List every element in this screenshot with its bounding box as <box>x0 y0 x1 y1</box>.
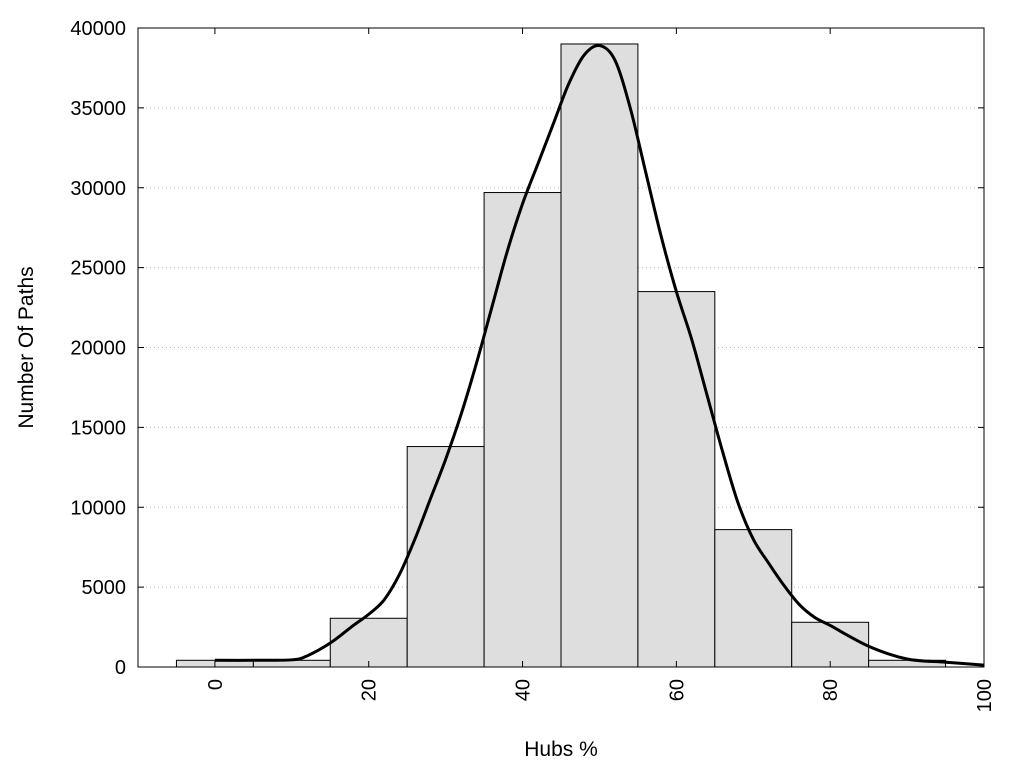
density-curve-line <box>214 43 985 667</box>
x-tick-label: 40 <box>513 679 535 701</box>
histogram-bar <box>329 617 408 668</box>
y-tick-label: 5000 <box>82 577 127 599</box>
x-axis-title: Hubs % <box>524 738 598 761</box>
y-tick-label: 0 <box>115 657 126 679</box>
histogram-bar <box>637 291 716 668</box>
density-curve <box>214 43 985 667</box>
histogram-bar <box>791 621 870 668</box>
y-tick-label: 40000 <box>70 18 126 40</box>
histogram-bar <box>714 529 793 668</box>
y-tick-label: 35000 <box>70 98 126 120</box>
x-tick-label: 0 <box>205 679 227 690</box>
y-tick-label: 25000 <box>70 258 126 280</box>
y-tick-label: 10000 <box>70 497 126 519</box>
histogram-bars <box>175 43 947 668</box>
y-axis-title: Number Of Paths <box>15 266 38 428</box>
y-tick-label: 15000 <box>70 417 126 439</box>
y-tick-label: 20000 <box>70 338 126 360</box>
x-tick-label: 20 <box>359 679 381 701</box>
histogram-bar <box>483 192 562 668</box>
histogram-bar <box>560 43 639 668</box>
x-tick-label: 80 <box>820 679 842 701</box>
x-tick-label: 60 <box>666 679 688 701</box>
grid-lines <box>138 107 984 588</box>
histogram-bar <box>406 446 485 668</box>
y-tick-label: 30000 <box>70 178 126 200</box>
x-tick-label: 100 <box>974 679 996 712</box>
axis-ticks: 0 5000 10000 15000 20000 25000 30000 35000 40000… <box>70 18 996 712</box>
